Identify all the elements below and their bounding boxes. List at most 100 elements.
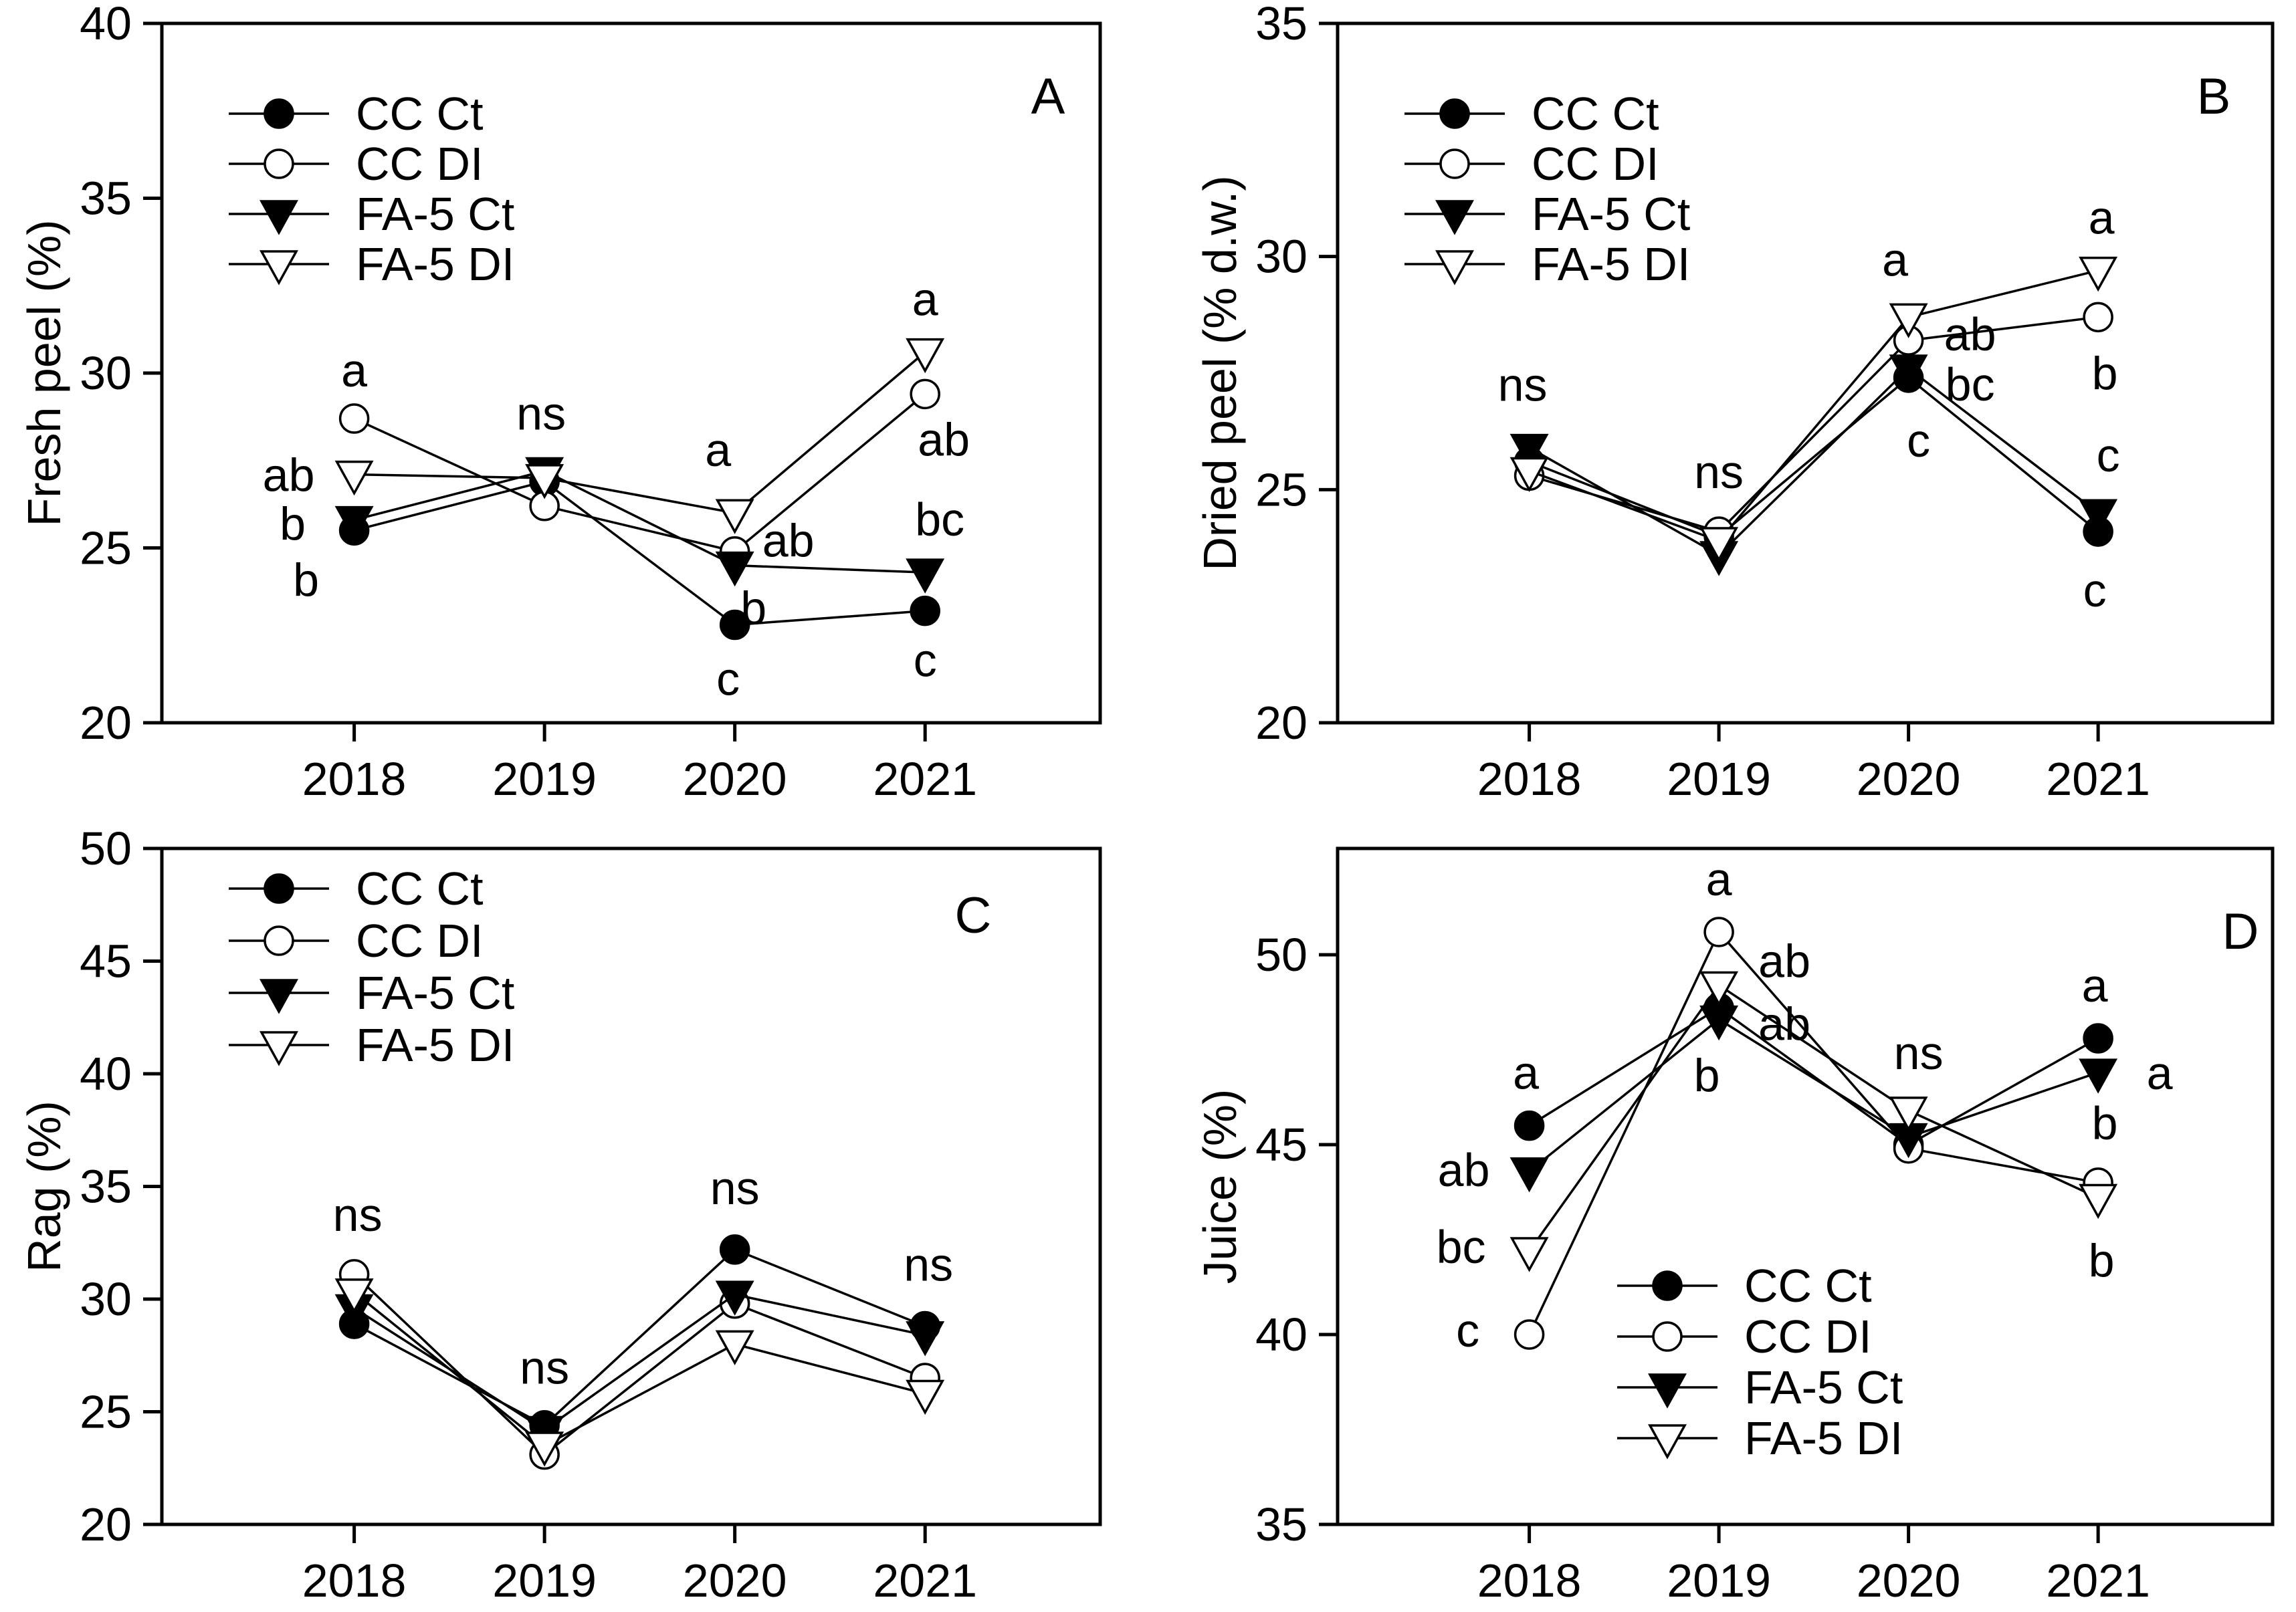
- axes-frame: [160, 21, 1102, 725]
- legend-item-marker: [1435, 250, 1474, 285]
- significance-label: ns: [1894, 1027, 1944, 1079]
- data-point-marker: [1509, 1157, 1549, 1193]
- legend-item-marker: [1648, 1373, 1687, 1409]
- panel-C: 20 25 30 35 40 45 50 2018 2019 2020 2021 Rag (%) C CC…: [18, 822, 1102, 1607]
- data-point-marker: [906, 1379, 945, 1415]
- significance-label: b: [2089, 1235, 2115, 1287]
- significance-label: a: [912, 273, 938, 326]
- x-axis-tick-label: 2021: [873, 1555, 977, 1607]
- data-point-marker: [719, 1234, 750, 1265]
- axes-frame: [1336, 21, 2275, 725]
- significance-label: ns: [333, 1189, 383, 1241]
- significance-label: ab: [263, 449, 315, 501]
- y-axis-title: Fresh peel (%): [18, 219, 70, 526]
- data-point-marker: [715, 499, 754, 534]
- data-point-marker: [1699, 1005, 1739, 1041]
- significance-label: ab: [1438, 1144, 1490, 1196]
- x-axis-tick-label: 2020: [683, 753, 787, 805]
- legend-item-label: CC Ct: [356, 862, 484, 915]
- y-axis-tick-label: 35: [80, 1161, 132, 1213]
- significance-label: a: [1706, 853, 1732, 905]
- data-point-marker: [1699, 527, 1739, 562]
- data-point-marker: [338, 403, 370, 434]
- y-axis-tick-label: 35: [1255, 1498, 1308, 1550]
- y-axis-tick-label: 20: [1255, 697, 1308, 749]
- significance-label: b: [1694, 1050, 1720, 1102]
- data-point-marker: [2083, 302, 2113, 333]
- legend-item-label: FA-5 DI: [356, 1019, 514, 1071]
- y-axis-tick-label: 30: [80, 1273, 132, 1325]
- legend-item-marker: [1648, 1424, 1687, 1460]
- panel-A: 20 25 30 35 40 2018 2019 2020 2021 Fresh peel (%)…: [18, 0, 1102, 805]
- significance-label: a: [341, 344, 367, 396]
- legend-item-marker: [1652, 1321, 1683, 1352]
- panel-letter: A: [1031, 68, 1065, 125]
- data-point-marker: [1514, 1110, 1545, 1141]
- legend-item-marker: [264, 98, 294, 129]
- x-axis-tick-label: 2020: [1857, 753, 1961, 805]
- legend-item-label: FA-5 DI: [1744, 1412, 1903, 1464]
- x-axis-tick-label: 2019: [492, 1555, 597, 1607]
- data-point-marker: [910, 595, 940, 626]
- data-point-marker: [525, 464, 564, 499]
- data-point-marker: [1889, 303, 1928, 338]
- series-line: [1528, 269, 2099, 543]
- significance-label: ab: [918, 413, 970, 465]
- series-line: [353, 393, 926, 553]
- data-point-marker: [2079, 1058, 2118, 1094]
- y-axis-tick-label: 35: [80, 172, 132, 225]
- data-point-marker: [1889, 354, 1928, 390]
- data-point-marker: [2079, 499, 2118, 534]
- y-axis-title: Juice (%): [1194, 1089, 1246, 1284]
- series-line: [354, 469, 926, 574]
- significance-label: a: [2082, 959, 2108, 1012]
- y-axis-tick-label: 45: [80, 935, 132, 988]
- series-line: [354, 480, 926, 626]
- y-axis-tick-label: 20: [80, 697, 132, 749]
- data-point-marker: [1509, 457, 1549, 493]
- legend-item-label: FA-5 Ct: [356, 967, 514, 1019]
- data-point-marker: [2079, 1183, 2118, 1220]
- legend-item-marker: [1652, 1270, 1683, 1301]
- y-axis-title: Rag (%): [18, 1101, 70, 1272]
- legend-item-label: FA-5 DI: [1532, 238, 1690, 290]
- legend-item-marker: [259, 979, 298, 1014]
- panel-D: 35 40 45 50 2018 2019 2020 2021 Juice (%) D CC CtC…: [1194, 846, 2275, 1607]
- data-point-marker: [1703, 917, 1734, 947]
- data-point-marker: [525, 1431, 564, 1467]
- data-point-marker: [1509, 433, 1549, 469]
- significance-label: a: [1513, 1047, 1539, 1099]
- data-point-marker: [1509, 1237, 1549, 1272]
- x-axis-tick-label: 2018: [302, 753, 407, 805]
- significance-label: b: [2092, 1097, 2118, 1149]
- data-point-marker: [910, 378, 940, 410]
- series-line: [1528, 1006, 2099, 1147]
- y-axis-tick-label: 25: [80, 1386, 132, 1438]
- significance-label: ab: [1944, 308, 1996, 360]
- y-axis-tick-label: 45: [1255, 1119, 1308, 1171]
- series-line: [1528, 929, 2099, 1335]
- significance-label: c: [1456, 1304, 1479, 1357]
- significance-label: a: [1882, 233, 1908, 285]
- significance-label: b: [740, 582, 766, 635]
- series-line: [1528, 366, 2099, 557]
- x-axis-tick-label: 2021: [2046, 1555, 2150, 1607]
- legend-item-marker: [259, 250, 298, 285]
- significance-label: bc: [1946, 358, 1995, 411]
- panel-letter: D: [2222, 903, 2259, 960]
- panel-B: 20 25 30 35 2018 2019 2020 2021 Dried peel (% d.…: [1194, 0, 2275, 805]
- significance-label: ab: [1758, 998, 1810, 1050]
- significance-label: a: [705, 424, 731, 476]
- significance-label: ns: [516, 387, 566, 439]
- legend-item-marker: [264, 873, 294, 904]
- significance-label: ab: [762, 515, 815, 567]
- x-axis-tick-label: 2018: [302, 1555, 407, 1607]
- legend-item-label: FA-5 Ct: [1532, 188, 1690, 240]
- series-line: [353, 1273, 926, 1456]
- data-point-marker: [1699, 971, 1739, 1007]
- significance-label: c: [2083, 564, 2107, 616]
- panel-letter: B: [2197, 68, 2231, 125]
